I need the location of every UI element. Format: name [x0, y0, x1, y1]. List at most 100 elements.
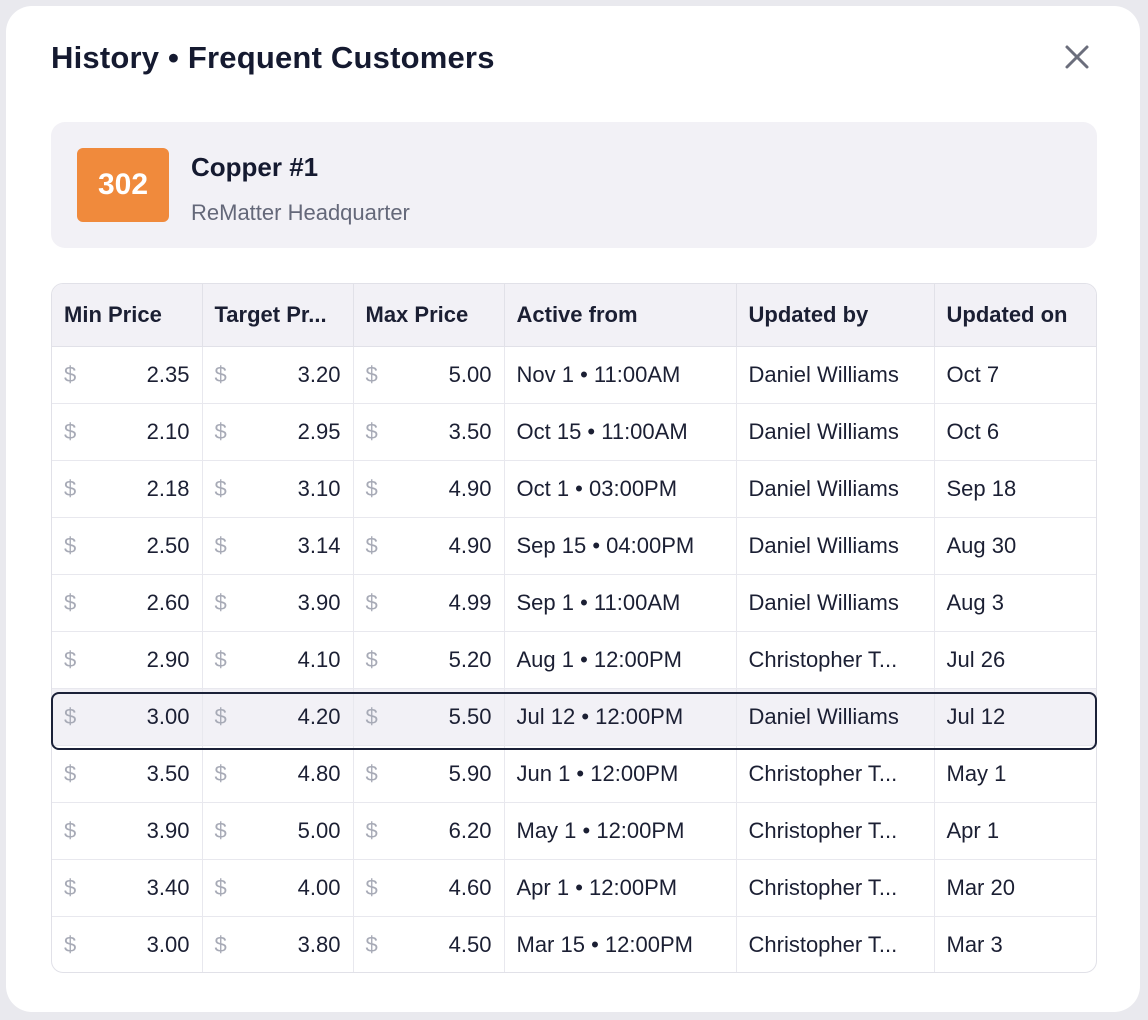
updated-by-cell: Daniel Williams: [736, 574, 935, 632]
header-target-price[interactable]: Target Pr...: [202, 284, 354, 347]
table-header-row: Min Price Target Pr... Max Price Active …: [52, 284, 1096, 347]
min-price-cell-value: 3.50: [146, 761, 190, 786]
header-updated-on[interactable]: Updated on: [934, 284, 1096, 347]
header-updated-by[interactable]: Updated by: [736, 284, 935, 347]
active-from-cell: Sep 15 • 04:00PM: [504, 517, 737, 575]
table-row[interactable]: $2.35 $3.20 $5.00 Nov 1 • 11:00AM Daniel Wil…: [52, 346, 1096, 404]
updated-by-cell: Daniel Williams: [736, 460, 935, 518]
active-from-cell: Aug 1 • 12:00PM: [504, 631, 737, 689]
min-price-cell-value: 2.35: [146, 362, 190, 387]
history-modal: History • Frequent Customers 302 Copper …: [6, 6, 1140, 1012]
currency-symbol: $: [214, 419, 227, 444]
target-price-cell: $3.10: [202, 460, 354, 518]
target-price-cell-value: 3.90: [297, 590, 341, 615]
header-min-price[interactable]: Min Price: [52, 284, 203, 347]
currency-symbol: $: [64, 533, 77, 558]
min-price-cell-value: 2.10: [146, 419, 190, 444]
active-from-cell: Apr 1 • 12:00PM: [504, 859, 737, 917]
max-price-cell-value: 4.90: [448, 533, 492, 558]
currency-symbol: $: [365, 647, 378, 672]
table-row[interactable]: $3.50 $4.80 $5.90 Jun 1 • 12:00PM Christophe…: [52, 745, 1096, 803]
currency-symbol: $: [214, 761, 227, 786]
max-price-cell: $5.90: [353, 745, 505, 803]
updated-by-cell: Daniel Williams: [736, 517, 935, 575]
item-card: 302 Copper #1 ReMatter Headquarter: [51, 122, 1097, 248]
currency-symbol: $: [365, 704, 378, 729]
target-price-cell: $5.00: [202, 802, 354, 860]
updated-on-cell: Mar 3: [946, 932, 1003, 957]
target-price-cell: $4.00: [202, 859, 354, 917]
updated-by-cell: Christopher T...: [736, 859, 935, 917]
max-price-cell: $5.50: [353, 688, 505, 746]
updated-on-cell: May 1: [934, 745, 1096, 803]
target-price-cell: $4.20: [202, 688, 354, 746]
table-row[interactable]: $2.18 $3.10 $4.90 Oct 1 • 03:00PM Daniel Wil…: [52, 460, 1096, 518]
currency-symbol: $: [64, 761, 77, 786]
max-price-cell-value: 4.99: [448, 590, 492, 615]
max-price-cell: $4.50: [353, 916, 505, 972]
close-button[interactable]: [1062, 42, 1092, 72]
max-price-cell: $4.90: [353, 517, 505, 575]
target-price-cell-value: 3.80: [297, 932, 341, 957]
max-price-cell-value: 3.50: [448, 419, 492, 444]
target-price-cell: $2.95: [202, 403, 354, 461]
currency-symbol: $: [365, 533, 378, 558]
active-from-cell: Jun 1 • 12:00PM: [504, 745, 737, 803]
currency-symbol: $: [214, 932, 227, 957]
max-price-cell: $4.60: [353, 859, 505, 917]
min-price-cell: $2.10: [52, 403, 203, 461]
header-max-price[interactable]: Max Price: [353, 284, 505, 347]
table-row[interactable]: $2.60 $3.90 $4.99 Sep 1 • 11:00AM Daniel Wil…: [52, 574, 1096, 632]
min-price-cell-value: 3.90: [146, 818, 190, 843]
currency-symbol: $: [64, 704, 77, 729]
min-price-cell-value: 3.00: [146, 704, 190, 729]
updated-on-cell: Oct 6: [934, 403, 1096, 461]
target-price-cell: $4.10: [202, 631, 354, 689]
max-price-cell: $3.50: [353, 403, 505, 461]
table-row[interactable]: $3.00 $4.20 $5.50 Jul 12 • 12:00PM Daniel Wi…: [52, 688, 1096, 746]
updated-on-cell: Apr 1: [934, 802, 1096, 860]
currency-symbol: $: [365, 419, 378, 444]
max-price-cell: $4.90: [353, 460, 505, 518]
currency-symbol: $: [365, 932, 378, 957]
target-price-cell-value: 2.95: [297, 419, 341, 444]
item-badge: 302: [77, 148, 169, 222]
currency-symbol: $: [365, 362, 378, 387]
active-from-cell: Oct 1 • 03:00PM: [504, 460, 737, 518]
currency-symbol: $: [365, 818, 378, 843]
target-price-cell-value: 4.80: [297, 761, 341, 786]
table-row[interactable]: $2.90 $4.10 $5.20 Aug 1 • 12:00PM Christophe…: [52, 631, 1096, 689]
active-from-cell: Oct 15 • 11:00AM: [504, 403, 737, 461]
min-price-cell-value: 2.18: [146, 476, 190, 501]
target-price-cell-value: 3.14: [297, 533, 341, 558]
updated-on-cell: Aug 30: [934, 517, 1096, 575]
updated-by-cell: Daniel Williams: [736, 346, 935, 404]
min-price-cell-value: 3.00: [146, 932, 190, 957]
updated-on-cell: Jul 12: [934, 688, 1096, 746]
currency-symbol: $: [365, 875, 378, 900]
table-row[interactable]: $3.90 $5.00 $6.20 May 1 • 12:00PM Christophe…: [52, 802, 1096, 860]
table-row[interactable]: $3.40 $4.00 $4.60 Apr 1 • 12:00PM Christophe…: [52, 859, 1096, 917]
active-from-cell: Jul 12 • 12:00PM: [504, 688, 737, 746]
min-price-cell: $3.00: [52, 688, 203, 746]
updated-by-cell: Daniel Williams: [736, 403, 935, 461]
currency-symbol: $: [365, 590, 378, 615]
currency-symbol: $: [214, 362, 227, 387]
modal-title: History • Frequent Customers: [51, 40, 495, 75]
currency-symbol: $: [214, 647, 227, 672]
currency-symbol: $: [214, 818, 227, 843]
table-row[interactable]: $2.10 $2.95 $3.50 Oct 15 • 11:00AM Daniel Wi…: [52, 403, 1096, 461]
target-price-cell-value: 4.10: [297, 647, 341, 672]
min-price-cell: $2.35: [52, 346, 203, 404]
currency-symbol: $: [214, 704, 227, 729]
item-location: ReMatter Headquarter: [191, 200, 410, 225]
currency-symbol: $: [64, 647, 77, 672]
min-price-cell-value: 2.60: [146, 590, 190, 615]
table-row[interactable]: $2.50 $3.14 $4.90 Sep 15 • 04:00PM Daniel Wi…: [52, 517, 1096, 575]
min-price-cell: $2.90: [52, 631, 203, 689]
header-active-from[interactable]: Active from: [504, 284, 737, 347]
min-price-cell-value: 2.90: [146, 647, 190, 672]
min-price-cell: $2.60: [52, 574, 203, 632]
updated-on-cell: Oct 7: [934, 346, 1096, 404]
table-row[interactable]: $3.00 $3.80 $4.50 Mar 15 • 12:00PM Christoph…: [52, 916, 1096, 972]
